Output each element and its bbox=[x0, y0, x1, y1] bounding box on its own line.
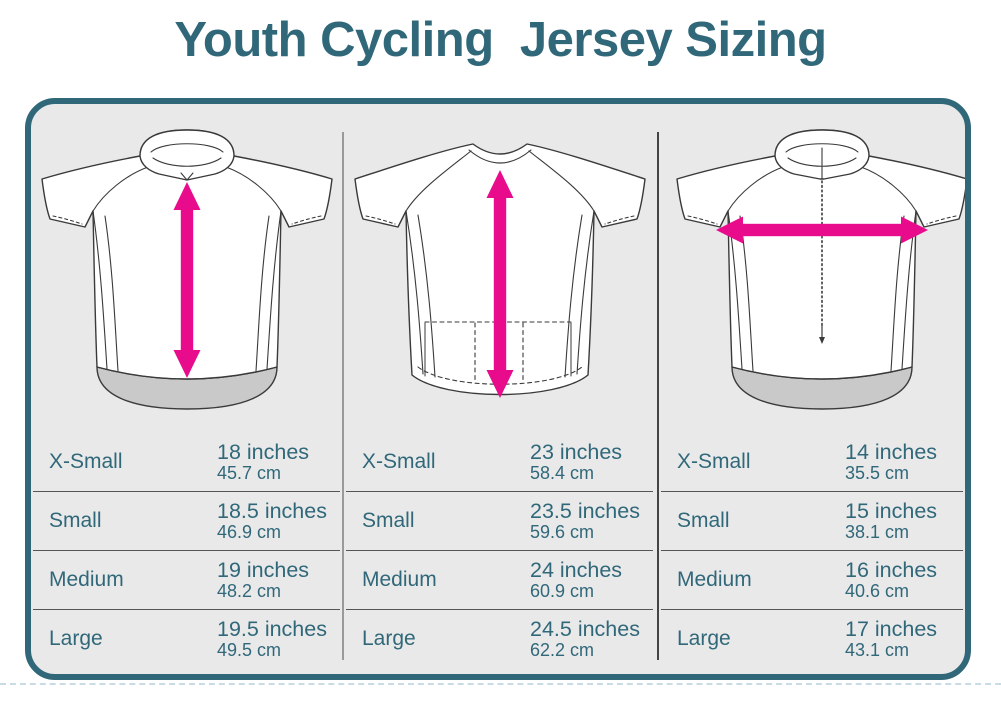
length-arrow-icon bbox=[173, 182, 200, 378]
column-divider-2 bbox=[657, 132, 659, 660]
bottom-dashed-line bbox=[0, 683, 1001, 685]
size-label: Large bbox=[677, 627, 731, 650]
size-row: Large 17 inches 43.1 cm bbox=[661, 609, 963, 668]
jersey-front-zip-diagram bbox=[676, 129, 965, 410]
jersey-front-diagram bbox=[40, 129, 333, 410]
size-row: Medium 24 inches 60.9 cm bbox=[346, 550, 653, 609]
side-panel-seams bbox=[727, 210, 917, 372]
inches-value: 15 inches bbox=[845, 499, 938, 524]
cm-value: 38.1 cm bbox=[845, 522, 910, 543]
inches-value: 18.5 inches bbox=[217, 499, 327, 524]
cm-value: 43.1 cm bbox=[845, 640, 910, 661]
cm-value: 48.2 cm bbox=[217, 581, 282, 602]
inches-value: 16 inches bbox=[845, 558, 938, 583]
pocket-edges bbox=[424, 322, 571, 377]
size-label: X-Small bbox=[362, 449, 436, 473]
length-arrow-icon bbox=[486, 170, 513, 398]
front-length-section: X-Small 18 inches 45.7 cm Small 18.5 inc… bbox=[31, 104, 342, 674]
jersey-back-diagram bbox=[353, 143, 646, 398]
size-row: X-Small 23 inches 58.4 cm bbox=[346, 432, 653, 491]
cm-value: 60.9 cm bbox=[530, 581, 595, 602]
size-label: Small bbox=[49, 509, 102, 532]
size-row: X-Small 18 inches 45.7 cm bbox=[33, 432, 340, 491]
cm-value: 62.2 cm bbox=[530, 640, 595, 661]
cm-value: 40.6 cm bbox=[845, 581, 910, 602]
inches-value: 19 inches bbox=[217, 558, 310, 583]
cm-value: 45.7 cm bbox=[217, 462, 282, 483]
chest-width-section: X-Small 14 inches 35.5 cm Small 15 inche… bbox=[659, 104, 965, 674]
raglan-seams bbox=[404, 150, 595, 212]
size-label: X-Small bbox=[49, 449, 123, 473]
cuff-stitching bbox=[687, 215, 957, 225]
size-label: Medium bbox=[49, 568, 124, 591]
hem-dashed-line bbox=[731, 366, 913, 380]
size-row: X-Small 14 inches 35.5 cm bbox=[661, 432, 963, 491]
chest-width-arrow-icon bbox=[716, 216, 928, 244]
side-panel-seams bbox=[91, 210, 282, 372]
size-row: Small 15 inches 38.1 cm bbox=[661, 491, 963, 550]
chest-width-table: X-Small 14 inches 35.5 cm Small 15 inche… bbox=[661, 432, 963, 668]
raglan-seams bbox=[91, 166, 282, 212]
inches-value: 17 inches bbox=[845, 617, 938, 642]
size-row: Small 23.5 inches 59.6 cm bbox=[346, 491, 653, 550]
cm-value: 59.6 cm bbox=[530, 522, 595, 543]
inches-value: 24 inches bbox=[530, 558, 623, 583]
size-label: Medium bbox=[362, 568, 437, 591]
inches-value: 24.5 inches bbox=[530, 617, 640, 642]
size-label: X-Small bbox=[677, 449, 751, 473]
size-label: Small bbox=[362, 509, 415, 532]
size-label: Large bbox=[49, 627, 103, 650]
collar-inner-lines bbox=[149, 143, 224, 167]
inches-value: 23.5 inches bbox=[530, 499, 640, 524]
size-row: Small 18.5 inches 46.9 cm bbox=[33, 491, 340, 550]
size-label: Large bbox=[362, 627, 416, 650]
size-row: Large 19.5 inches 49.5 cm bbox=[33, 609, 340, 668]
cuff-stitching bbox=[51, 215, 322, 225]
side-panel-seams bbox=[404, 210, 595, 378]
collar bbox=[138, 129, 235, 181]
size-label: Medium bbox=[677, 568, 752, 591]
inches-value: 18 inches bbox=[217, 439, 310, 464]
size-row: Large 24.5 inches 62.2 cm bbox=[346, 609, 653, 668]
inches-value: 19.5 inches bbox=[217, 617, 327, 642]
size-row: Medium 19 inches 48.2 cm bbox=[33, 550, 340, 609]
back-length-table: X-Small 23 inches 58.4 cm Small 23.5 inc… bbox=[346, 432, 653, 668]
cuff-stitching bbox=[364, 215, 635, 225]
inches-value: 23 inches bbox=[530, 439, 623, 464]
sizing-panel: X-Small 18 inches 45.7 cm Small 18.5 inc… bbox=[25, 98, 971, 680]
collar-notch bbox=[179, 172, 194, 181]
cm-value: 35.5 cm bbox=[845, 462, 910, 483]
back-length-section: X-Small 23 inches 58.4 cm Small 23.5 inc… bbox=[344, 104, 655, 674]
cm-value: 58.4 cm bbox=[530, 462, 595, 483]
hem-dashed-line bbox=[95, 366, 278, 380]
inches-value: 14 inches bbox=[845, 439, 938, 464]
cm-value: 46.9 cm bbox=[217, 522, 282, 543]
zipper-pull-tip bbox=[819, 337, 825, 344]
size-row: Medium 16 inches 40.6 cm bbox=[661, 550, 963, 609]
column-divider-1 bbox=[342, 132, 344, 660]
collar-band bbox=[467, 149, 532, 164]
raglan-seams bbox=[727, 166, 917, 212]
cm-value: 49.5 cm bbox=[217, 640, 282, 661]
pocket-dividers bbox=[473, 322, 524, 382]
size-label: Small bbox=[677, 509, 730, 532]
page-title: Youth Cycling Jersey Sizing bbox=[174, 13, 827, 67]
front-length-table: X-Small 18 inches 45.7 cm Small 18.5 inc… bbox=[33, 432, 340, 668]
